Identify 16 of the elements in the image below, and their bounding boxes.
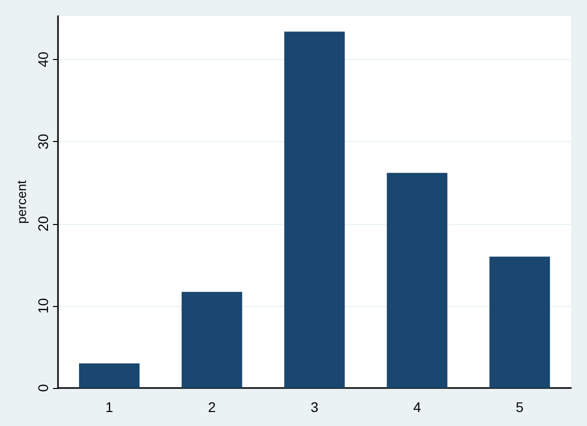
y-tick-label: 0 [35, 384, 51, 392]
x-tick-label: 3 [310, 399, 319, 415]
x-tick-label: 4 [413, 399, 422, 415]
y-tick-label: 10 [35, 298, 51, 314]
x-tick-label: 2 [208, 399, 216, 415]
bar [284, 32, 345, 388]
bar [489, 256, 550, 388]
bar [182, 292, 242, 388]
y-tick-label: 20 [35, 216, 51, 232]
x-tick-label: 5 [516, 399, 524, 415]
y-tick-label: 30 [35, 134, 51, 150]
y-tick-label: 40 [35, 52, 51, 68]
bar [79, 363, 140, 388]
x-tick-label: 1 [105, 399, 114, 415]
y-axis-title: percent [14, 180, 29, 224]
bar [386, 172, 448, 388]
